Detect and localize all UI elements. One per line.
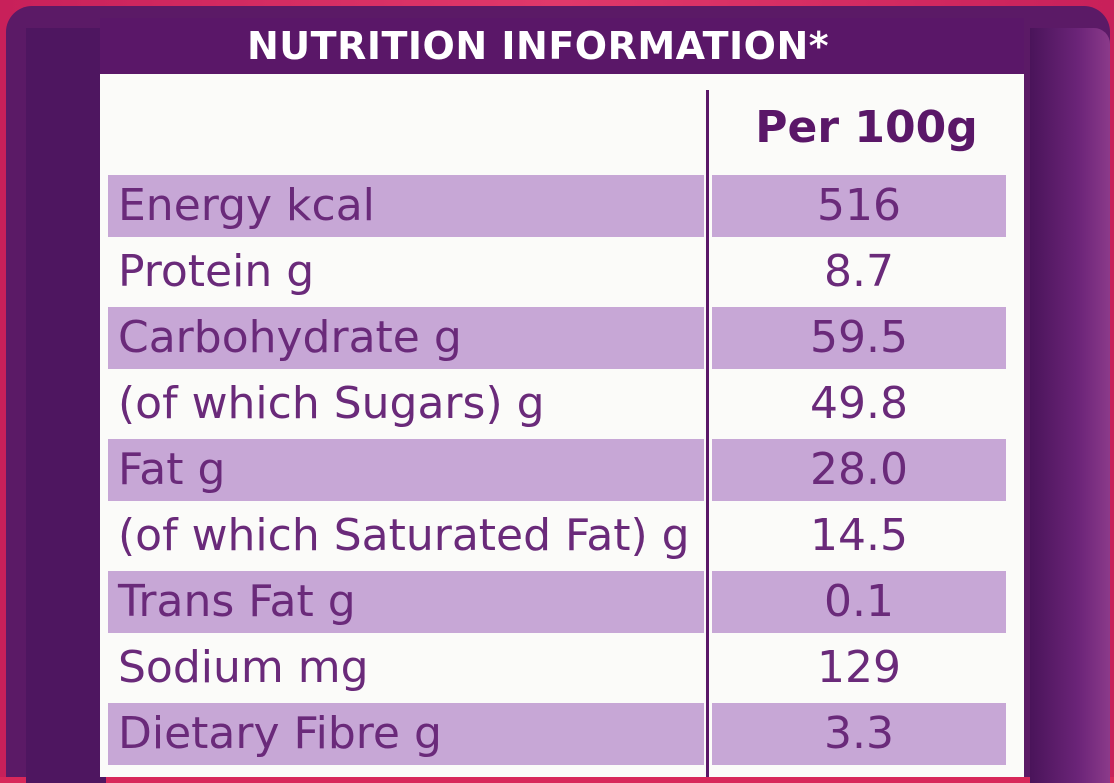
table-row: Protein g 8.7: [100, 241, 1024, 303]
table-title: NUTRITION INFORMATION*: [247, 24, 830, 68]
row-shade: [712, 703, 1006, 765]
right-purple-strip: [1030, 28, 1110, 783]
column-header-per-100g: Per 100g: [755, 102, 978, 153]
row-shade: [108, 307, 704, 369]
table-row: Fat g 28.0: [100, 439, 1024, 501]
row-shade: [108, 703, 704, 765]
nutrient-value: 516: [817, 180, 901, 231]
row-shade: [712, 571, 1006, 633]
nutrient-name: Trans Fat g: [118, 576, 356, 627]
nutrient-name: Energy kcal: [118, 180, 375, 231]
nutrient-name: Dietary Fibre g: [118, 708, 442, 759]
nutrient-value: 3.3: [824, 708, 894, 759]
table-row: (of which Saturated Fat) g 14.5: [100, 505, 1024, 567]
nutrient-name: (of which Saturated Fat) g: [118, 510, 690, 561]
nutrient-value: 49.8: [810, 378, 908, 429]
nutrient-name: Carbohydrate g: [118, 312, 462, 363]
nutrient-value: 14.5: [810, 510, 908, 561]
nutrient-value: 28.0: [810, 444, 908, 495]
nutrient-value: 59.5: [810, 312, 908, 363]
nutrient-name: (of which Sugars) g: [118, 378, 545, 429]
table-row: Trans Fat g 0.1: [100, 571, 1024, 633]
row-shade: [712, 439, 1006, 501]
nutrient-value: 129: [817, 642, 901, 693]
table-row: (of which Sugars) g 49.8: [100, 373, 1024, 435]
row-shade: [108, 439, 704, 501]
table-row: Sodium mg 129: [100, 637, 1024, 699]
row-shade: [712, 307, 1006, 369]
nutrient-value: 8.7: [824, 246, 894, 297]
nutrition-table: NUTRITION INFORMATION* Per 100g Energy k…: [100, 18, 1024, 777]
table-row: Energy kcal 516: [100, 175, 1024, 237]
table-header: NUTRITION INFORMATION*: [100, 18, 1024, 74]
nutrient-value: 0.1: [824, 576, 894, 627]
row-shade: [108, 175, 704, 237]
row-shade: [712, 175, 1006, 237]
row-shade: [108, 571, 704, 633]
nutrient-name: Protein g: [118, 246, 315, 297]
nutrient-name: Sodium mg: [118, 642, 369, 693]
left-purple-strip: [26, 28, 106, 783]
column-divider: [706, 90, 709, 777]
nutrient-name: Fat g: [118, 444, 226, 495]
table-row: Carbohydrate g 59.5: [100, 307, 1024, 369]
table-row: Dietary Fibre g 3.3: [100, 703, 1024, 765]
